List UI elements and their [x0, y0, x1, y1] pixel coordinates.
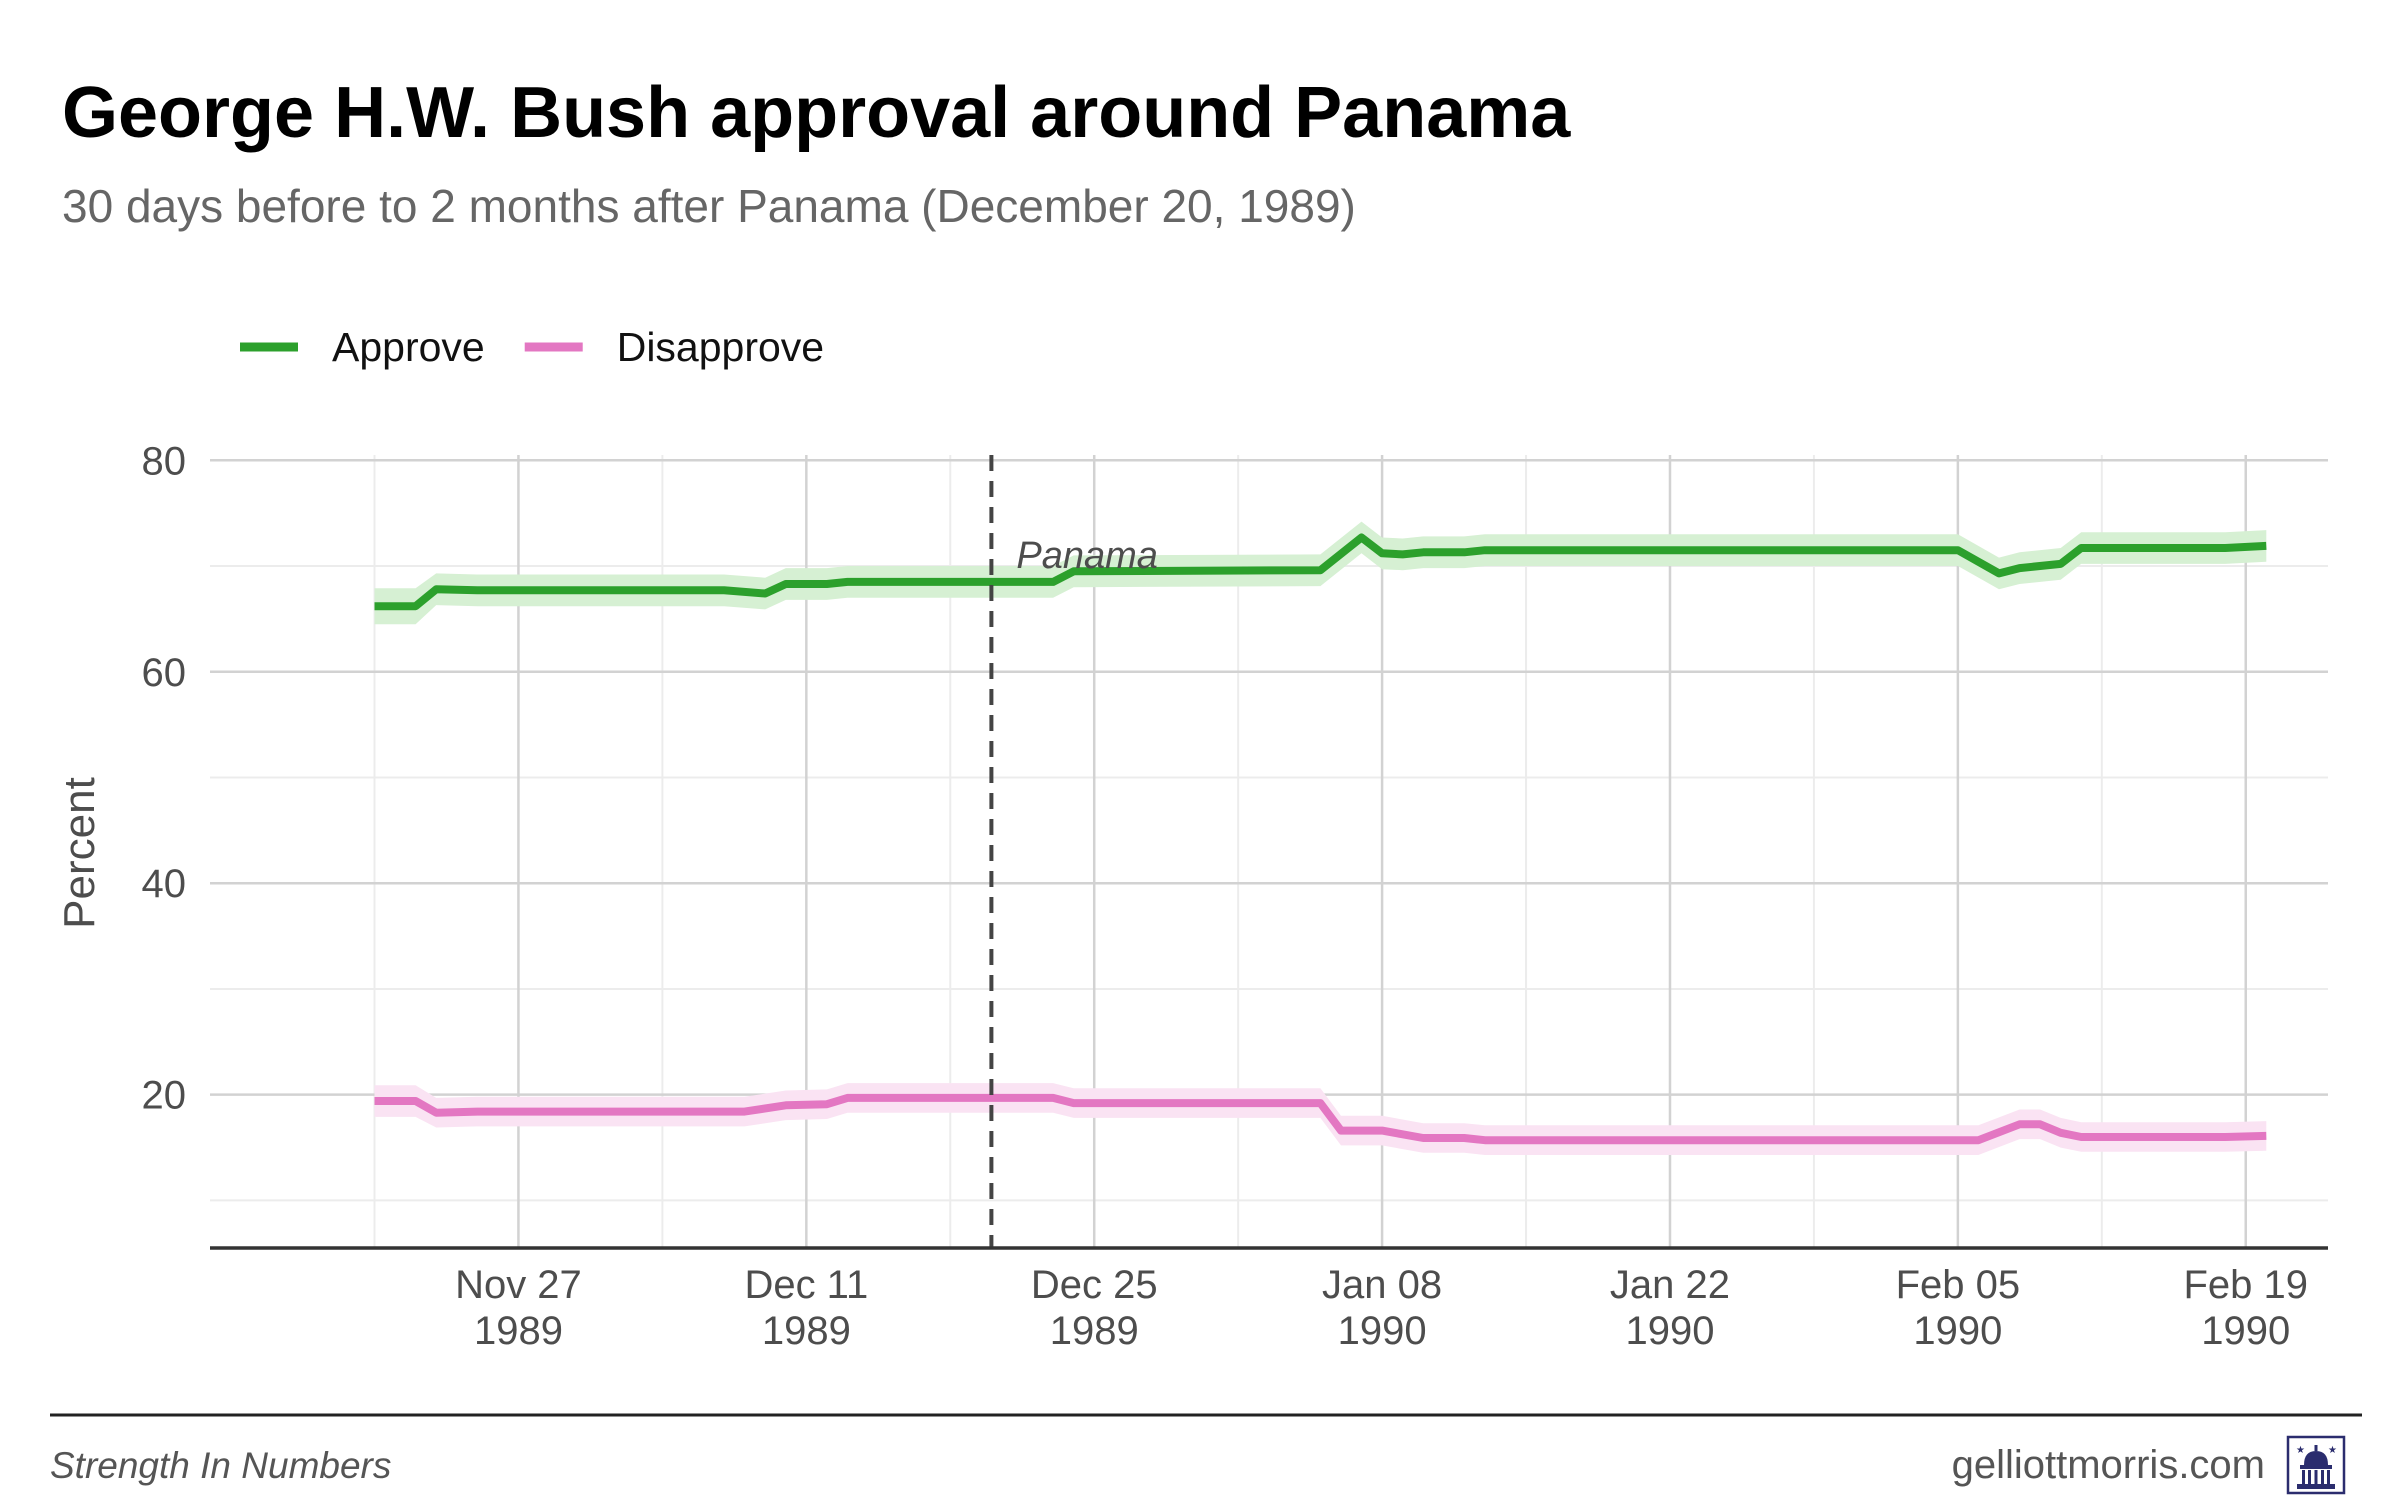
approve-line [374, 533, 2267, 611]
x-tick-year-label: 1990 [1625, 1309, 1714, 1353]
event-marker: Panama [989, 455, 1158, 1248]
x-tick-year-label: 1989 [474, 1309, 563, 1353]
x-tick-year-label: 1990 [1338, 1309, 1427, 1353]
x-tick-label: Nov 27 [455, 1263, 582, 1307]
series-lines [374, 533, 2267, 1145]
x-tick-label: Dec 11 [744, 1263, 868, 1307]
event-label: Panama [1016, 535, 1158, 577]
y-axis: 20 40 60 80 [142, 439, 187, 1117]
confidence-bands [374, 521, 2267, 1155]
y-tick-label: 20 [142, 1074, 187, 1118]
x-tick-year-label: 1990 [1913, 1309, 2002, 1353]
chart-title: George H.W. Bush approval around Panama [62, 73, 1571, 153]
x-tick-label: Feb 05 [1896, 1263, 2021, 1307]
x-tick-year-label: 1989 [762, 1309, 851, 1353]
approve-legend-label: Approve [332, 324, 485, 370]
y-tick-label: 80 [142, 439, 187, 483]
x-tick-label: Feb 19 [2183, 1263, 2308, 1307]
y-tick-label: 40 [142, 862, 187, 906]
x-tick-label: Dec 25 [1031, 1263, 1158, 1307]
svg-text:★: ★ [2296, 1445, 2305, 1456]
capitol-building-icon: ★ ★ [2286, 1435, 2346, 1495]
x-tick-year-label: 1989 [1050, 1309, 1139, 1353]
y-tick-label: 60 [142, 651, 187, 695]
legend: Approve Disapprove [240, 324, 824, 370]
svg-text:★: ★ [2328, 1445, 2337, 1456]
x-tick-year-label: 1990 [2201, 1309, 2290, 1353]
x-tick-label: Jan 08 [1322, 1263, 1442, 1307]
chart-subtitle: 30 days before to 2 months after Panama … [62, 180, 1356, 232]
disapprove-legend-label: Disapprove [617, 324, 824, 370]
disapprove-line [374, 1093, 2267, 1145]
footer-source: Strength In Numbers [50, 1445, 391, 1486]
x-tick-label: Jan 22 [1610, 1263, 1730, 1307]
y-axis-title: Percent [55, 777, 104, 929]
footer-site: gelliottmorris.com [1952, 1443, 2265, 1487]
